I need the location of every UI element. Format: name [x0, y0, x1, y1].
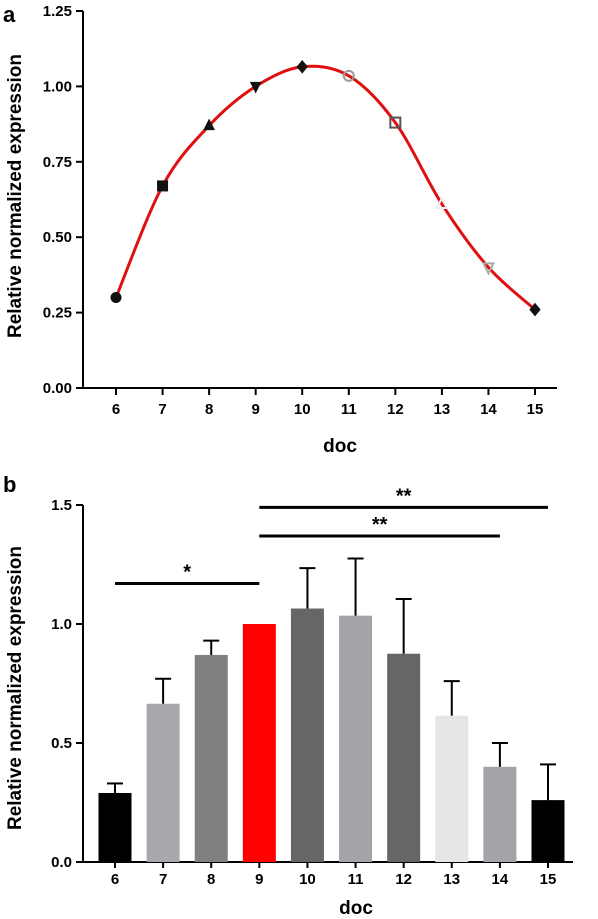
panel-a: a Relative normalized expression doc 0.0… — [3, 2, 557, 457]
panel-b-x-tick-label: 10 — [299, 871, 316, 888]
panel-a-ylabel: Relative normalized expression — [5, 54, 26, 338]
panel-b-significance-label: ** — [372, 514, 388, 536]
panel-a-marker — [342, 69, 355, 82]
panel-b-y-tick-label: 0.0 — [51, 854, 72, 871]
panel-b-y-tick-label: 1.5 — [51, 497, 72, 514]
panel-b-x-tick-label: 13 — [443, 871, 460, 888]
panel-b-error-bars — [107, 557, 556, 801]
panel-a-x-tick-label: 10 — [294, 401, 311, 418]
panel-a-series-line — [114, 64, 537, 311]
panel-b-bar — [146, 703, 180, 862]
panel-a-y-tick-label: 1.00 — [43, 78, 72, 95]
panel-b-bar — [435, 715, 469, 862]
panel-a-xlabel: doc — [323, 436, 357, 457]
panel-b-bar — [483, 766, 517, 862]
panel-a-marker — [296, 60, 308, 74]
panel-b-x-tick-label: 15 — [540, 871, 557, 888]
panel-b-y-tick-label: 1.0 — [51, 616, 72, 633]
panel-a-y-tick-label: 0.25 — [43, 305, 72, 322]
panel-a-y-tick-label: 0.00 — [43, 380, 72, 397]
panel-b-x-tick-label: 12 — [395, 871, 412, 888]
panel-a-markers — [110, 60, 541, 317]
panel-a-x-tick-label: 13 — [434, 401, 451, 418]
panel-b-x-tick-label: 14 — [492, 871, 509, 888]
panel-b-bar — [242, 624, 276, 862]
panel-b-bar — [98, 792, 132, 862]
panel-a-y-tick-label: 0.75 — [43, 154, 72, 171]
panel-a-x-tick-label: 9 — [251, 401, 259, 418]
panel-a-x-tick-label: 7 — [158, 401, 166, 418]
panel-a-x-tick-label: 14 — [480, 401, 497, 418]
panel-a-y-tick-label: 1.25 — [43, 3, 72, 20]
panel-b-x-tick-label: 7 — [159, 871, 167, 888]
panel-a-y-tick-label: 0.50 — [43, 229, 72, 246]
panel-b-significance-label: ** — [396, 485, 412, 507]
panel-a-marker — [249, 81, 262, 94]
panel-a-marker — [389, 116, 402, 129]
panel-b-x-tick-label: 9 — [255, 871, 263, 888]
panel-a-marker — [435, 195, 449, 210]
panel-a-x-tick-label: 6 — [112, 401, 120, 418]
panel-b-bar — [339, 615, 373, 862]
panel-a-marker — [157, 180, 169, 192]
panel-b-x-tick-label: 11 — [348, 871, 364, 888]
panel-b-y-tick-label: 0.5 — [51, 735, 72, 752]
panel-b-bar — [194, 654, 228, 862]
panel-b-x-tick-label: 8 — [207, 871, 215, 888]
panel-a-ticks: 0.00 0.25 0.50 0.75 1.00 1.25 6 7 8 9 10 11 12 13 14 15 — [43, 3, 544, 418]
panel-a-x-tick-label: 11 — [341, 401, 357, 418]
panel-b-ticks: 0.0 0.5 1.0 1.5 6 7 8 9 10 11 12 13 14 15 — [51, 497, 556, 888]
panel-a-letter: a — [3, 2, 16, 27]
panel-b-bar — [387, 653, 421, 862]
panel-b-xlabel: doc — [339, 898, 373, 919]
panel-a-marker — [529, 302, 541, 317]
panel-b-significance-label: * — [183, 562, 191, 584]
panel-b-bar — [531, 800, 565, 862]
panel-b: b Relative normalized expression doc 0.0… — [3, 472, 573, 919]
panel-b-x-tick-label: 6 — [111, 871, 119, 888]
panel-a-x-tick-label: 8 — [205, 401, 213, 418]
panel-a-x-tick-label: 12 — [387, 401, 404, 418]
panel-a-series — [114, 64, 537, 311]
panel-a-marker — [203, 118, 215, 131]
panel-a-x-tick-label: 15 — [527, 401, 544, 418]
panel-a-marker — [110, 292, 122, 304]
panel-b-letter: b — [3, 472, 16, 497]
panel-b-ylabel: Relative normalized expression — [5, 546, 26, 830]
panel-b-bar — [290, 608, 324, 862]
panel-b-bars — [98, 608, 565, 862]
panel-b-significance: ***** — [115, 485, 548, 586]
panel-a-marker — [481, 262, 496, 276]
